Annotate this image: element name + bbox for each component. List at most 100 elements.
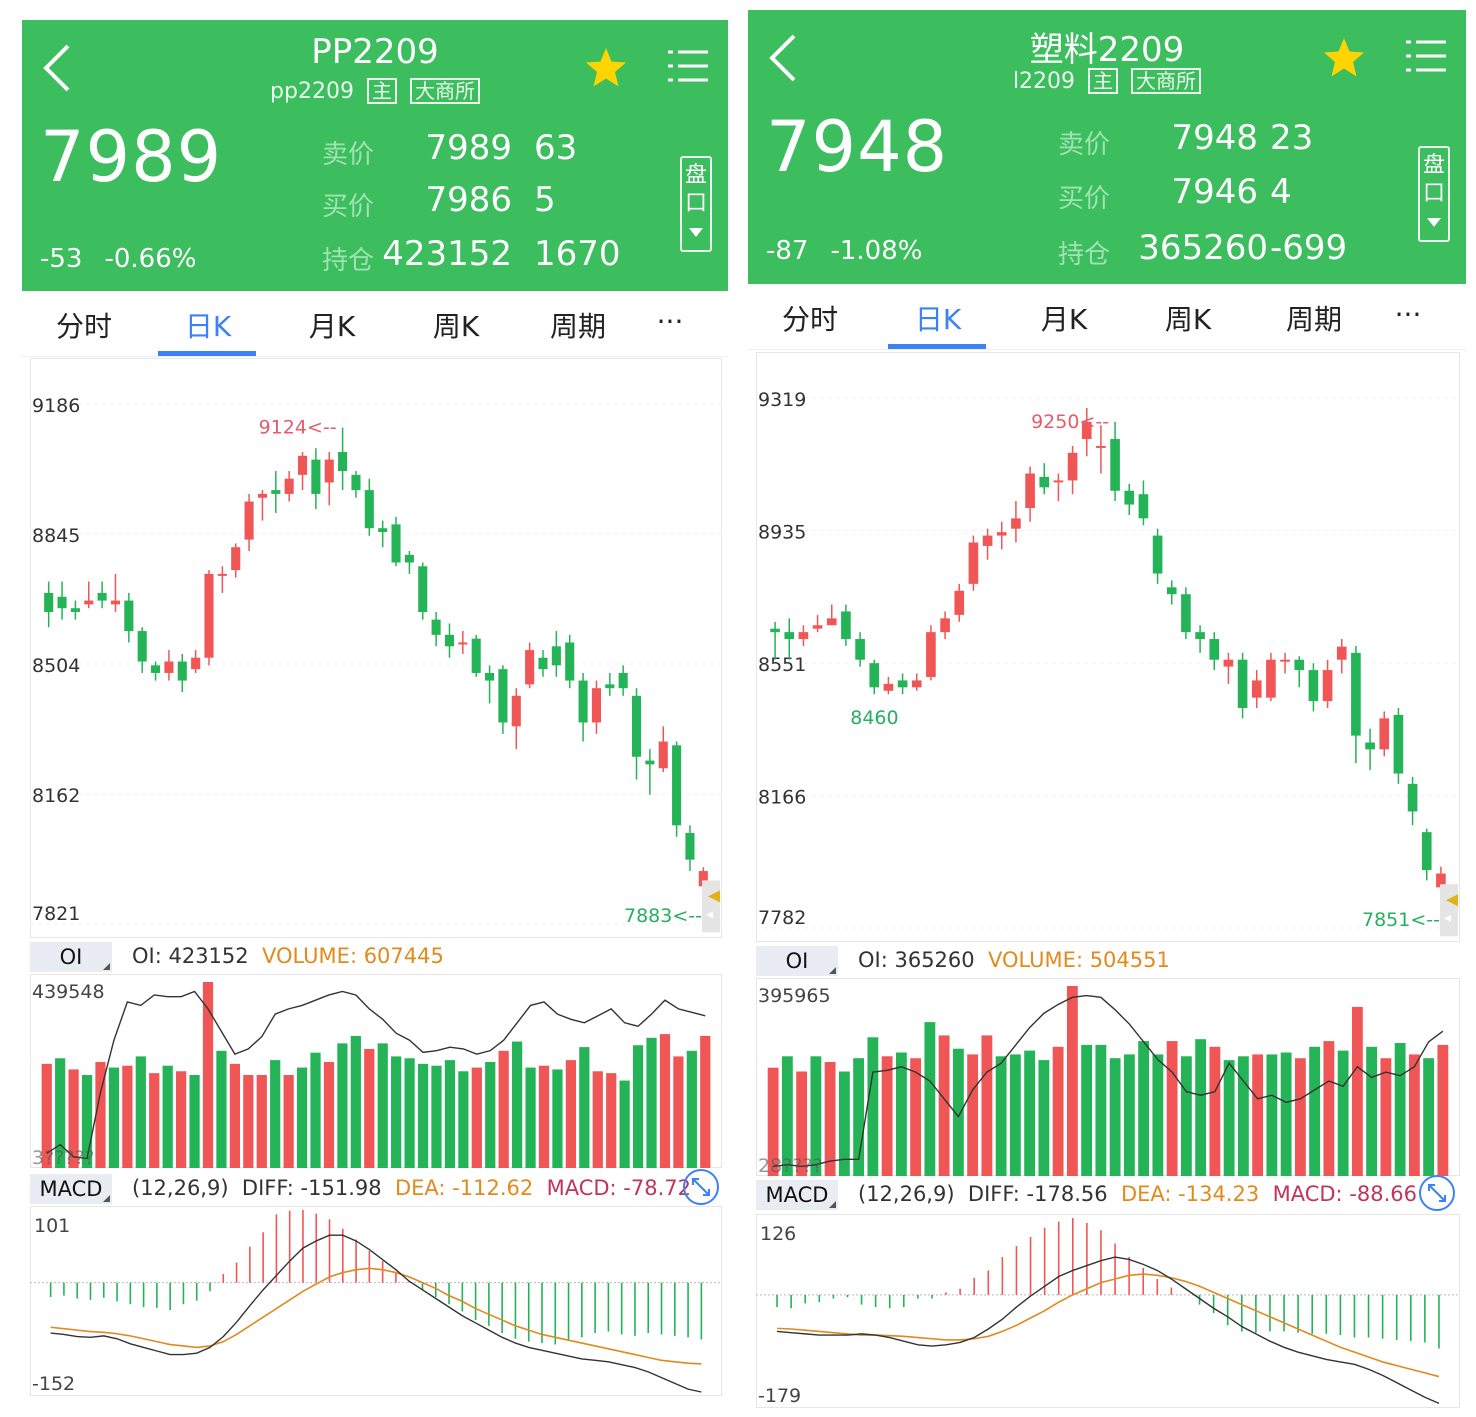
volume-text: VOLUME: 607445 [262, 944, 444, 968]
tab-period[interactable]: 周期 [549, 310, 606, 343]
volume-bar [924, 1022, 936, 1176]
bid-price: 7986 [425, 180, 512, 220]
candle-body [378, 528, 388, 532]
tab-daily-k[interactable]: 日K [914, 303, 962, 336]
expand-icon[interactable] [682, 1168, 720, 1206]
volume-bar [781, 1056, 793, 1176]
candle-body [940, 618, 950, 633]
candle-body [444, 634, 455, 647]
oi-text: OI: 423152 [132, 944, 249, 968]
volume-bar [1223, 1060, 1235, 1176]
candle-body [855, 639, 865, 660]
oi-text: OI: 365260 [858, 948, 975, 972]
candle-body [798, 632, 809, 640]
star-icon[interactable] [584, 46, 628, 90]
change-percent: -1.08% [830, 236, 923, 266]
candle-body [511, 695, 521, 727]
volume-bar [538, 1065, 550, 1168]
open-interest-line [46, 990, 706, 1160]
volume-bar [1380, 1058, 1392, 1176]
candle-body [1407, 783, 1418, 812]
oi-volume-chart[interactable]: 439548 3????? [30, 974, 722, 1168]
volume-bar [1123, 1054, 1135, 1176]
high-price-label: 9250<-- [1031, 411, 1109, 433]
macd-chart[interactable]: 101 -152 [30, 1206, 722, 1396]
kline-chart[interactable]: 9319 8935 8551 8166 7782 9250<-- 8460 7851<-- ◂ [756, 352, 1460, 942]
oi-change: 1670 [534, 234, 621, 274]
pankou-toggle[interactable]: 盘口 [680, 156, 712, 252]
volume-bar [981, 1035, 993, 1176]
candle-body [1266, 659, 1276, 698]
candle-body [284, 478, 294, 494]
volume-bar [1309, 1046, 1321, 1176]
volume-bar [700, 1035, 711, 1168]
macd-selector[interactable]: MACD [756, 1180, 838, 1210]
macd-readout: (12,26,9) DIFF: -178.56 DEA: -134.23 MAC… [858, 1182, 1417, 1206]
candle-body [1294, 659, 1305, 671]
y-axis-label: 8935 [758, 522, 806, 544]
oi-selector[interactable]: OI [756, 946, 838, 976]
volume-bar [910, 1058, 922, 1176]
pankou-toggle[interactable]: 盘口 [1418, 146, 1450, 242]
tab-fenshi[interactable]: 分时 [781, 303, 838, 336]
volume-bar [1237, 1056, 1249, 1176]
candle-body [1393, 714, 1404, 774]
volume-bar [686, 1050, 697, 1168]
active-tab-indicator [888, 344, 986, 349]
macd-chart[interactable]: 126 -179 [756, 1214, 1460, 1408]
kline-chart[interactable]: 9186 8845 8504 8162 7821 9124<-- 7883<-- ◂ [30, 358, 722, 938]
tab-fenshi[interactable]: 分时 [55, 310, 112, 343]
star-icon[interactable] [1322, 36, 1366, 80]
back-arrow-icon[interactable] [40, 42, 74, 94]
tab-period[interactable]: 周期 [1285, 303, 1342, 336]
bid-label: 买价 [322, 192, 375, 222]
volume-bar [270, 1060, 281, 1168]
candle-body [1379, 718, 1390, 750]
candle-body [1011, 518, 1021, 529]
volume-bar [95, 1061, 106, 1168]
period-tabs: 分时 日K 月K 周K 周期 ··· [748, 284, 1466, 350]
bid-label: 买价 [1058, 184, 1111, 214]
candle-body [658, 741, 668, 769]
tab-daily-k[interactable]: 日K [184, 310, 232, 343]
volume-bar [377, 1043, 388, 1168]
macd-text: MACD: -78.72 [546, 1176, 691, 1200]
tab-monthly-k[interactable]: 月K [1040, 303, 1088, 336]
more-icon[interactable]: ··· [1394, 298, 1422, 331]
candle-body [297, 455, 308, 475]
volume-bar [485, 1061, 496, 1168]
diff-line [776, 1256, 1440, 1405]
last-price: 7989 [40, 116, 223, 198]
volume-bar [1081, 1044, 1093, 1176]
tab-weekly-k[interactable]: 周K [432, 310, 480, 343]
more-icon[interactable]: ··· [656, 305, 684, 338]
menu-list-icon[interactable] [1406, 38, 1446, 74]
volume-bar [1323, 1041, 1335, 1176]
oi-selector[interactable]: OI [30, 942, 112, 972]
menu-list-icon[interactable] [668, 48, 708, 84]
y-axis-label: 9319 [758, 389, 806, 411]
candle-body [151, 665, 161, 673]
oi-volume-chart[interactable]: 395965 28???? [756, 978, 1460, 1176]
candle-body [826, 618, 837, 626]
volume-bar [149, 1073, 160, 1168]
volume-bar [417, 1063, 429, 1168]
candle-body [1336, 646, 1347, 660]
candle-body [364, 490, 374, 529]
back-arrow-icon[interactable] [766, 32, 800, 84]
candle-body [1365, 742, 1375, 750]
volume-bar [1095, 1044, 1107, 1176]
tab-weekly-k[interactable]: 周K [1164, 303, 1212, 336]
volume-bar [552, 1069, 563, 1168]
macd-indicator-bar: MACD (12,26,9) DIFF: -151.98 DEA: -112.6… [30, 1169, 720, 1205]
volume-bar [1109, 1058, 1121, 1176]
volume-bar [1052, 1046, 1064, 1176]
tab-monthly-k[interactable]: 月K [308, 310, 356, 343]
candle-body [311, 459, 321, 494]
volume-bar [55, 1058, 66, 1168]
expand-icon[interactable] [1418, 1174, 1456, 1212]
volume-bar [404, 1058, 415, 1168]
macd-selector[interactable]: MACD [30, 1174, 112, 1204]
candle-body [1421, 832, 1432, 871]
volume-bar [498, 1050, 509, 1168]
